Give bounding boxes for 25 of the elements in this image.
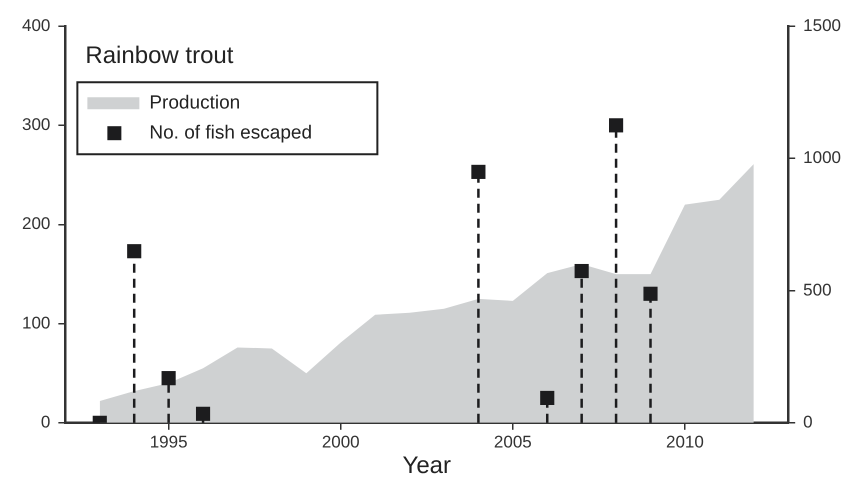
x-tick-label: 2010	[666, 432, 704, 452]
y2-tick-label: 500	[803, 280, 832, 300]
y2-tick-label: 1000	[803, 148, 842, 168]
y2-tick-label: 1500	[803, 16, 842, 35]
y2-tick-label: 0	[803, 412, 813, 432]
y-tick-label: 400	[22, 16, 50, 35]
point	[643, 286, 658, 301]
point	[574, 264, 589, 278]
y-tick-label: 0	[40, 412, 50, 432]
y-tick-label: 100	[22, 313, 50, 332]
point	[196, 406, 210, 421]
text: Rainbow trout	[85, 42, 234, 69]
legend-label: Production	[149, 92, 240, 114]
point	[540, 390, 554, 406]
x-tick-label: 1995	[150, 432, 188, 452]
point	[127, 244, 142, 258]
legend-label: No. of fish escaped	[149, 122, 312, 144]
x-tick-label: 2005	[494, 432, 532, 452]
y-tick-label: 300	[22, 115, 50, 134]
point	[162, 371, 176, 386]
y-tick-label: 200	[22, 214, 50, 234]
x-axis-title: Year	[402, 452, 452, 480]
point	[609, 118, 624, 132]
point	[471, 164, 486, 179]
x-tick-label: 2000	[322, 432, 360, 452]
